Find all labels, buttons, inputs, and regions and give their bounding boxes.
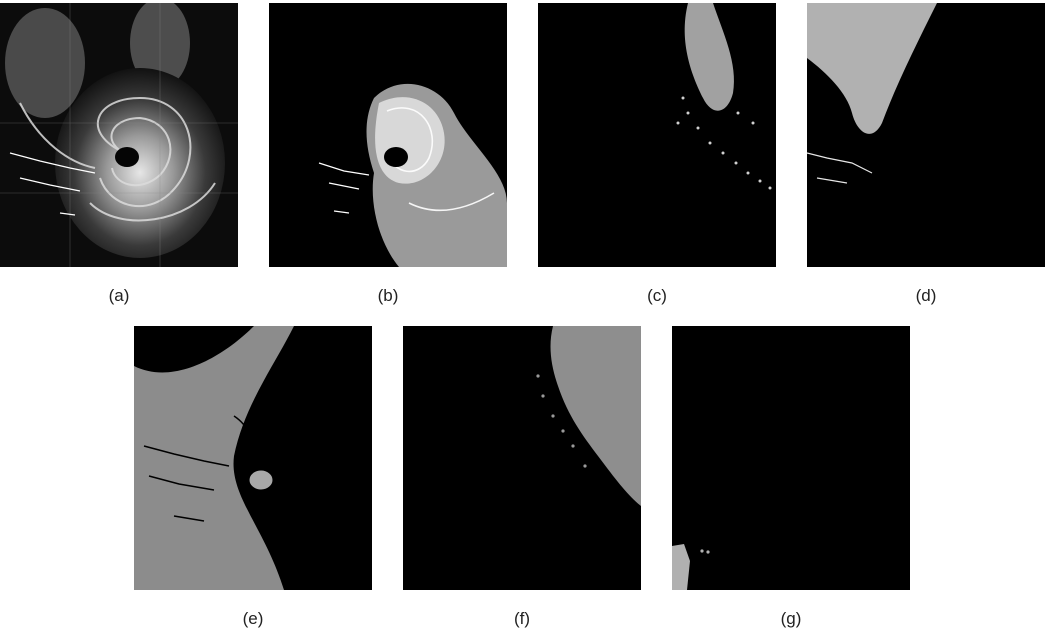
panel-g-image (672, 326, 910, 590)
panel-a-image (0, 3, 238, 267)
panel-b-image (269, 3, 507, 267)
segment-image-d (807, 3, 1045, 267)
caption-d: (d) (915, 286, 937, 305)
caption-a: (a) (108, 286, 130, 305)
caption-g: (g) (780, 609, 802, 628)
segment-image-e (134, 326, 372, 590)
segment-image-b (269, 3, 507, 267)
caption-c: (c) (647, 286, 667, 305)
panel-c-image (538, 3, 776, 267)
panel-d-image (807, 3, 1045, 267)
satellite-image-a (0, 3, 238, 267)
panel-e-image (134, 326, 372, 590)
panel-f-image (403, 326, 641, 590)
segment-image-f (403, 326, 641, 590)
caption-e: (e) (242, 609, 264, 628)
caption-f: (f) (513, 609, 531, 628)
segment-image-c (538, 3, 776, 267)
caption-b: (b) (377, 286, 399, 305)
segment-image-g (672, 326, 910, 590)
